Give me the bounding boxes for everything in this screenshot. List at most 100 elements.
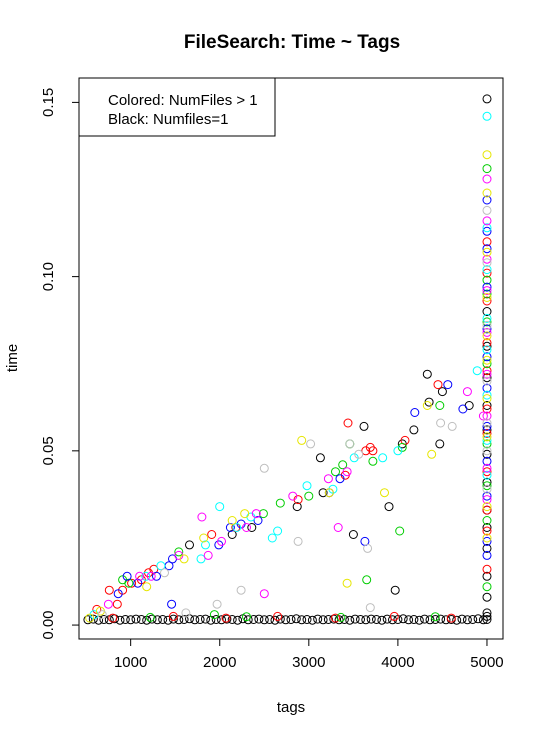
data-point-yellow [482, 533, 492, 543]
data-point-black [99, 615, 109, 624]
data-point-black [482, 615, 492, 624]
data-point-blue [482, 195, 492, 205]
data-point-blue [482, 282, 492, 292]
data-point-black [482, 307, 492, 316]
data-point-blue [482, 550, 492, 560]
data-point-black [190, 615, 200, 625]
data-point-blue [482, 491, 492, 501]
y-tick-label: 0.05 [40, 436, 57, 465]
data-point-cyan [215, 502, 225, 512]
data-point-magenta [482, 254, 492, 264]
data-point-yellow [482, 188, 492, 198]
data-point-green [482, 582, 492, 592]
data-point-blue [335, 474, 345, 484]
data-point-black [126, 615, 136, 625]
data-point-black [227, 530, 237, 539]
data-point-gray [306, 439, 316, 449]
y-axis-title: time [4, 344, 21, 372]
data-point-red [108, 613, 118, 623]
data-point-blue [482, 456, 492, 466]
data-point-cyan [302, 481, 312, 491]
data-point-blue [225, 523, 235, 532]
data-point-black [366, 614, 376, 624]
data-point-black [414, 615, 424, 625]
data-point-magenta [259, 589, 269, 599]
data-point-yellow [482, 432, 492, 442]
data-point-magenta [482, 327, 492, 337]
data-point-magenta [251, 509, 261, 519]
data-point-magenta [135, 571, 145, 581]
data-point-black [482, 373, 492, 383]
data-points [83, 94, 492, 625]
data-point-red [343, 418, 353, 428]
data-point-magenta [482, 216, 492, 226]
data-point-yellow [342, 578, 352, 588]
data-point-black [329, 614, 339, 624]
data-point-green [482, 439, 492, 449]
data-point-cyan [378, 453, 388, 463]
data-point-green [482, 481, 492, 491]
data-point-yellow [427, 449, 437, 459]
data-point-yellow [482, 394, 492, 404]
data-point-gray [236, 585, 246, 595]
data-point-gray [482, 418, 492, 428]
data-point-cyan [482, 470, 492, 480]
data-point-red [482, 526, 492, 536]
data-point-yellow [380, 488, 389, 498]
data-point-gray [482, 258, 492, 268]
data-point-blue [122, 571, 132, 581]
data-point-black [318, 488, 328, 498]
data-point-cyan [482, 111, 492, 121]
data-point-red [482, 366, 492, 376]
data-point-black [291, 614, 301, 624]
data-point-cyan [141, 571, 151, 581]
data-point-magenta [342, 467, 352, 477]
x-axis: 1000 2000 3000 4000 5000 [114, 639, 504, 671]
data-point-magenta [288, 491, 298, 501]
data-point-black [473, 614, 483, 624]
legend-entry-black: Black: Numfiles=1 [108, 111, 228, 128]
data-point-black [436, 614, 446, 624]
data-point-black [361, 615, 371, 625]
data-point-blue [482, 352, 492, 362]
data-point-black [222, 614, 232, 624]
data-point-blue [482, 244, 492, 254]
data-point-yellow [482, 355, 492, 365]
data-point-green [482, 317, 492, 327]
data-point-green [482, 359, 492, 369]
data-point-yellow [482, 502, 492, 512]
data-point-yellow [199, 533, 209, 543]
data-point-gray [447, 421, 457, 431]
data-point-red [168, 611, 178, 621]
data-point-gray [482, 484, 492, 494]
data-point-red [482, 505, 492, 515]
data-point-black [482, 477, 492, 487]
data-point-black [254, 614, 264, 624]
data-point-red [482, 268, 492, 278]
data-point-green [145, 612, 155, 622]
data-point-black [227, 615, 237, 624]
data-point-green [482, 516, 492, 525]
data-point-black [233, 615, 243, 625]
data-point-cyan [267, 533, 277, 543]
data-point-green [258, 509, 268, 519]
data-point-green [368, 456, 378, 466]
data-point-magenta [197, 512, 207, 522]
data-point-red [127, 578, 137, 588]
data-point-black [286, 615, 296, 624]
data-point-black [201, 614, 210, 624]
data-point-red [433, 380, 443, 390]
data-point-cyan [201, 540, 210, 550]
data-point-blue [482, 536, 492, 546]
x-tick-label: 5000 [470, 654, 503, 671]
data-point-blue [482, 324, 492, 334]
data-point-red [104, 585, 114, 595]
data-point-black [422, 369, 432, 379]
data-point-green [331, 467, 340, 477]
data-point-black [390, 585, 400, 595]
data-point-black [482, 571, 492, 581]
data-point-yellow [227, 516, 237, 525]
data-point-blue [482, 226, 492, 236]
data-point-black [302, 615, 312, 624]
